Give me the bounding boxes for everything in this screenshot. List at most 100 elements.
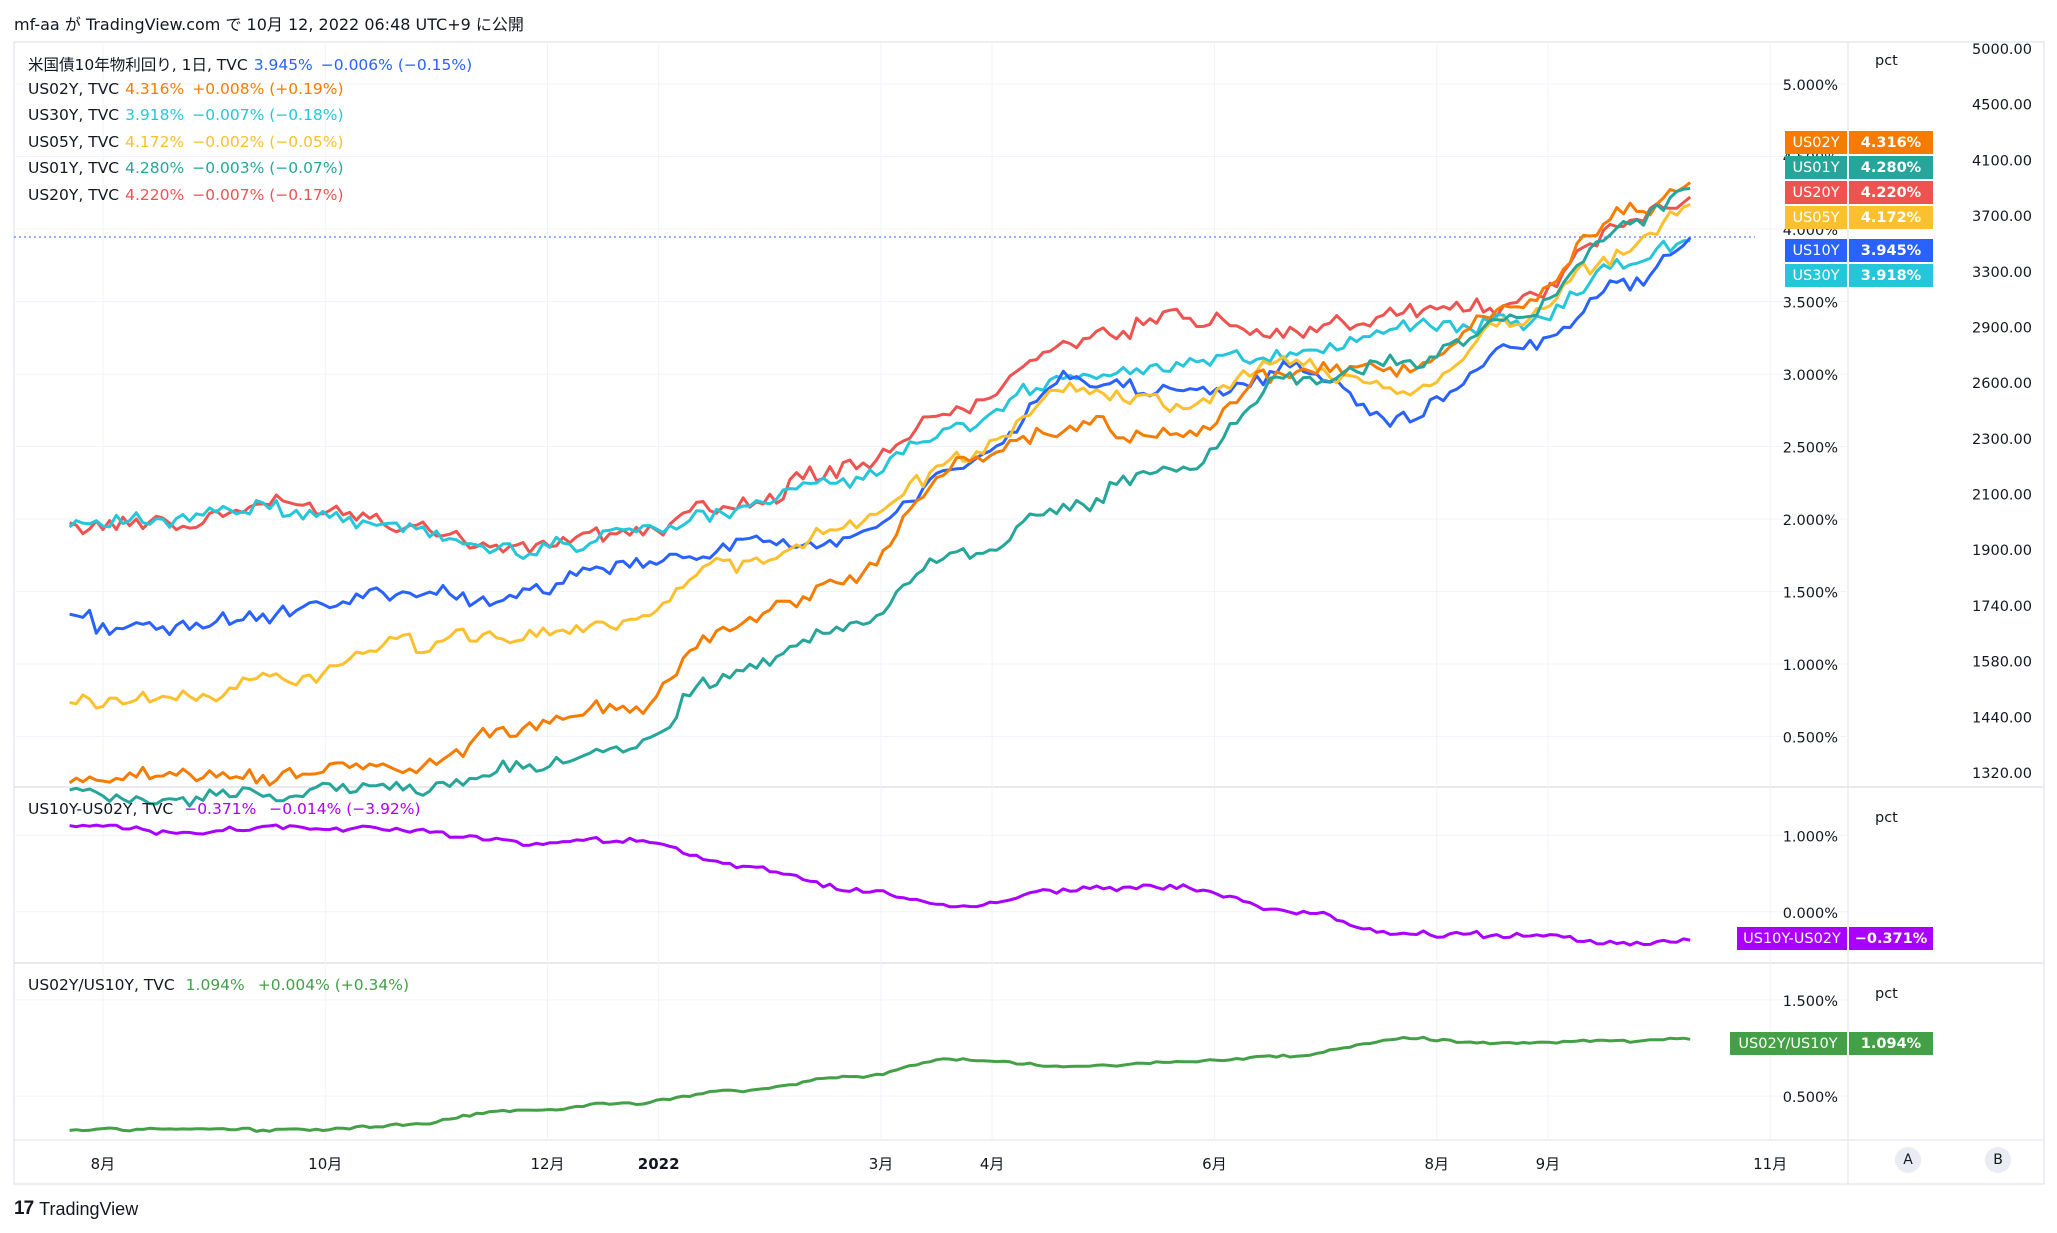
- time-tick-label: 12月: [530, 1155, 564, 1173]
- time-tick-label: 3月: [869, 1155, 894, 1173]
- pct-tick-label: 0.500%: [1783, 1090, 1838, 1106]
- last-label-name: US05Y: [1792, 210, 1839, 226]
- axis-unit-label: pct: [1875, 986, 1898, 1002]
- legend-value: 3.945%: [253, 56, 313, 74]
- last-label-name: US02Y: [1792, 135, 1839, 151]
- time-tick-label: 6月: [1202, 1155, 1227, 1173]
- last-label-value: 3.945%: [1861, 243, 1922, 259]
- last-label-value: −0.371%: [1855, 931, 1928, 947]
- time-tick-label: 8月: [1424, 1155, 1449, 1173]
- legend-value: 4.316%: [125, 79, 185, 98]
- pct-tick-label: 2.000%: [1783, 513, 1838, 529]
- legend-value: 4.280%: [125, 159, 185, 177]
- series-lines: [68, 181, 1692, 1133]
- last-label-name: US10Y: [1792, 243, 1839, 259]
- price-tick-label: 2900.00: [1972, 320, 2032, 336]
- pct-tick-label: 1.000%: [1783, 829, 1838, 845]
- last-label-name-bg: [1785, 239, 1847, 262]
- last-label-value-bg: [1849, 131, 1933, 154]
- pct-axis: 5.000%4.500%4.000%3.500%3.000%2.500%2.00…: [1783, 78, 1838, 1106]
- last-label-name: US20Y: [1792, 185, 1839, 201]
- legend-change: −0.007% (−0.18%): [192, 106, 344, 124]
- last-label-value-bg: [1849, 264, 1933, 287]
- series-line-us30y: [68, 239, 1691, 560]
- last-value-labels: US02Y 4.316% US01Y 4.280% US20Y 4.220% US05Y 4.…: [1730, 131, 1933, 1055]
- price-tick-label: 2100.00: [1972, 488, 2032, 504]
- tradingview-logo-icon: 17: [14, 1198, 34, 1219]
- legend-change: −0.002% (−0.05%): [192, 132, 344, 151]
- legend-value: 3.918%: [125, 106, 185, 124]
- last-label-value: 3.918%: [1861, 268, 1922, 284]
- time-tick-label: 2022: [638, 1155, 680, 1173]
- legend-ratio-change: +0.004% (+0.34%): [257, 976, 410, 994]
- price-tick-label: 1900.00: [1972, 543, 2032, 559]
- pct-tick-label: 5.000%: [1783, 78, 1838, 94]
- price-tick-label: 5000.00: [1972, 42, 2032, 58]
- pct-tick-label: 2.500%: [1783, 441, 1838, 457]
- legend-value: 4.172%: [125, 132, 185, 151]
- price-tick-label: 1580.00: [1972, 655, 2032, 671]
- series-line-us05y: [69, 203, 1691, 710]
- legend-row: 米国債10年物利回り, 1日, TVC 3.945% −0.006% (−0.15%…: [28, 53, 480, 75]
- last-label-name-bg: [1785, 264, 1847, 287]
- legend-row: US30Y, TVC 3.918% −0.007% (−0.18%): [28, 106, 352, 124]
- scale-b-button[interactable]: B: [1985, 1147, 2011, 1173]
- tradingview-logo-text: TradingView: [39, 1198, 139, 1219]
- last-label-name-bg: [1737, 927, 1847, 950]
- series-line-us10y-us02y: [69, 823, 1691, 947]
- last-label-value: 4.280%: [1861, 160, 1922, 176]
- legend-symbol: US30Y, TVC: [28, 106, 120, 124]
- legend-ratio-value: 1.094%: [185, 976, 245, 994]
- tradingview-logo[interactable]: 17 TradingView: [14, 1198, 138, 1220]
- pct-tick-label: 1.500%: [1783, 994, 1838, 1010]
- axis-unit-label: pct: [1875, 53, 1898, 69]
- legend-change: −0.003% (−0.07%): [192, 159, 344, 177]
- auto-scale-button[interactable]: A: [1895, 1147, 1921, 1173]
- axis-unit-labels: pct pct pct: [1875, 53, 1898, 1002]
- legend-ratio: US02Y/US10Y, TVC 1.094% +0.004% (+0.34%): [28, 976, 417, 994]
- legend-symbol: US05Y, TVC: [28, 132, 120, 151]
- last-label-name-bg: [1785, 181, 1847, 204]
- last-label-value: 4.316%: [1861, 135, 1922, 151]
- price-tick-label: 1740.00: [1972, 599, 2032, 615]
- series-line-us20y: [69, 195, 1692, 555]
- last-label-name-bg: [1785, 206, 1847, 229]
- pct-tick-label: 3.000%: [1783, 368, 1838, 384]
- legend-row: US05Y, TVC 4.172% −0.002% (−0.05%): [28, 133, 352, 151]
- legend-spread: US10Y-US02Y, TVC −0.371% −0.014% (−3.92%…: [28, 800, 429, 818]
- legend-symbol: US20Y, TVC: [28, 185, 120, 204]
- price-tick-label: 1320.00: [1972, 766, 2032, 782]
- legend-spread-symbol: US10Y-US02Y, TVC: [28, 800, 174, 818]
- legend-change: −0.007% (−0.17%): [192, 185, 344, 204]
- last-label-value-bg: [1849, 181, 1933, 204]
- last-label-value-bg: [1849, 156, 1933, 179]
- series-line-us02y-us10y: [69, 1035, 1691, 1133]
- legend-symbol: 米国債10年物利回り, 1日, TVC: [28, 56, 248, 74]
- legend-change: −0.006% (−0.15%): [320, 56, 473, 74]
- last-label-value-bg: [1849, 1032, 1933, 1055]
- last-label-name: US30Y: [1792, 268, 1839, 284]
- last-label-value: 1.094%: [1861, 1036, 1922, 1052]
- price-tick-label: 2600.00: [1972, 376, 2032, 392]
- last-label-name-bg: [1730, 1032, 1847, 1055]
- last-label-value-bg: [1849, 206, 1933, 229]
- chart-frame: [13, 41, 2045, 1185]
- last-label-name: US10Y-US02Y: [1743, 931, 1841, 947]
- price-tick-label: 3300.00: [1972, 265, 2032, 281]
- time-tick-label: 10月: [308, 1155, 342, 1173]
- legend-row: US01Y, TVC 4.280% −0.003% (−0.07%): [28, 159, 352, 177]
- legend-change: +0.008% (+0.19%): [192, 79, 344, 98]
- price-tick-label: 4100.00: [1972, 153, 2032, 169]
- time-tick-label: 11月: [1753, 1155, 1787, 1173]
- time-tick-label: 4月: [980, 1155, 1005, 1173]
- price-tick-label: 2300.00: [1972, 432, 2032, 448]
- time-tick-label: 8月: [91, 1155, 116, 1173]
- legend-spread-change: −0.014% (−3.92%): [269, 800, 421, 818]
- last-label-name-bg: [1785, 156, 1847, 179]
- last-label-name-bg: [1785, 131, 1847, 154]
- legend-ratio-symbol: US02Y/US10Y, TVC: [28, 976, 175, 994]
- legend-symbol: US02Y, TVC: [28, 79, 120, 98]
- legend-row: US02Y, TVC 4.316% +0.008% (+0.19%): [28, 80, 352, 98]
- pct-tick-label: 1.500%: [1783, 586, 1838, 602]
